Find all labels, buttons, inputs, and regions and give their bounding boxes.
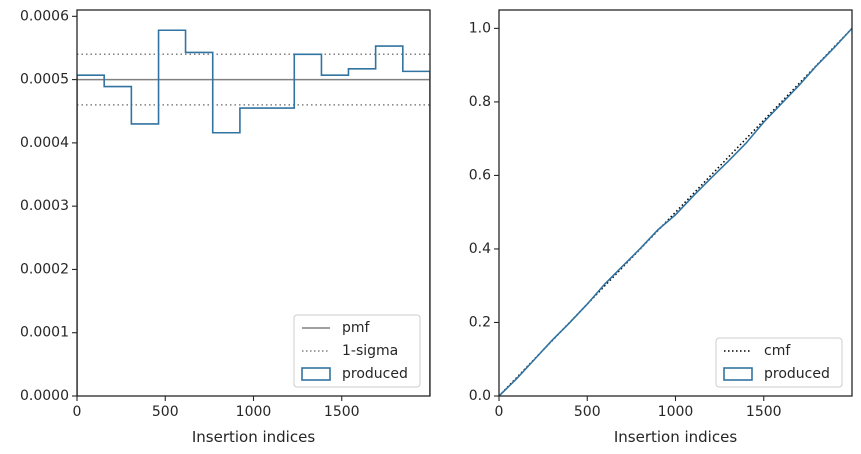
y-tick-label: 0.0005 (20, 72, 69, 88)
produced-series (499, 27, 852, 396)
x-tick-label: 500 (574, 404, 601, 420)
plot-area (77, 29, 430, 396)
legend-label-1-sigma: 1-sigma (342, 343, 398, 359)
legend-label-cmf: cmf (764, 343, 791, 359)
y-tick-label: 0.0000 (20, 388, 69, 404)
y-tick-label: 0.6 (469, 167, 491, 183)
y-tick-label: 0.0002 (20, 261, 69, 277)
y-tick-label: 0.4 (469, 241, 491, 257)
legend-box (293, 314, 421, 388)
legend: pmf 1-sigma produced (293, 314, 421, 388)
x-tick-label: 500 (152, 404, 179, 420)
y-tick-label: 0.0006 (20, 8, 69, 24)
y-tick-label: 0.0003 (20, 198, 69, 214)
x-tick-label: 1500 (324, 404, 360, 420)
legend-label-produced: produced (764, 366, 830, 382)
legend-handle-produced (301, 367, 331, 381)
y-tick-label: 0.0004 (20, 135, 69, 151)
plot-area (499, 27, 852, 396)
y-tick-label: 0.0001 (20, 325, 69, 341)
y-tick-label: 1.0 (469, 20, 491, 36)
x-axis-label: Insertion indices (192, 428, 315, 446)
y-tick-label: 0.0 (469, 388, 491, 404)
legend-label-pmf: pmf (342, 320, 371, 336)
right-panel-cmf: 0 500 1000 1500 0.0 0.2 0.4 0.6 0.8 1.0 Insertion … (469, 9, 853, 446)
x-tick-label: 0 (73, 404, 82, 420)
x-tick-label: 1000 (658, 404, 694, 420)
produced-series (77, 29, 430, 396)
legend-handle-produced (723, 367, 753, 381)
left-panel-pmf: 0 500 1000 1500 0.0000 0.0001 0.0002 0.0003 0.00… (20, 8, 431, 446)
legend-label-produced: produced (342, 366, 408, 382)
x-axis-label: Insertion indices (614, 428, 737, 446)
legend: cmf produced (715, 337, 843, 388)
x-tick-label: 0 (495, 404, 504, 420)
x-tick-label: 1500 (746, 404, 782, 420)
y-tick-label: 0.2 (469, 314, 491, 330)
legend-box (715, 337, 843, 388)
x-tick-label: 1000 (236, 404, 272, 420)
y-tick-label: 0.8 (469, 94, 491, 110)
